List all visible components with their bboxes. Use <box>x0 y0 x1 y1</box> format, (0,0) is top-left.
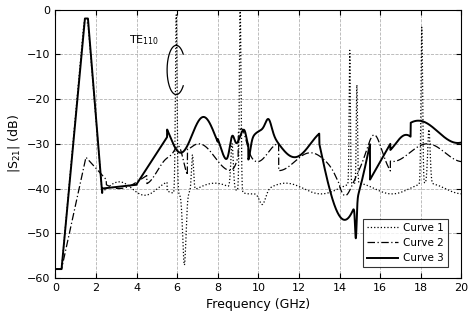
Curve 3 <box>426 123 432 126</box>
Curve 2 <box>446 154 452 158</box>
Line: Curve 3: Curve 3 <box>56 18 461 269</box>
Curve 3 <box>348 213 354 217</box>
Curve 2 <box>426 142 432 146</box>
Curve 1 <box>54 267 59 271</box>
Curve 2 <box>54 267 59 271</box>
Curve 3 <box>224 157 229 161</box>
Curve 1 <box>446 189 452 192</box>
Curve 1 <box>348 143 354 147</box>
Curve 2 <box>238 127 244 131</box>
Curve 2 <box>348 186 354 190</box>
Line: Curve 2: Curve 2 <box>56 129 461 269</box>
Legend: Curve 1, Curve 2, Curve 3: Curve 1, Curve 2, Curve 3 <box>363 219 448 268</box>
Y-axis label: |S$_{21}$| (dB): |S$_{21}$| (dB) <box>6 114 21 173</box>
Curve 1 <box>246 192 252 196</box>
Curve 2 <box>224 168 229 171</box>
Text: TE$_{110}$: TE$_{110}$ <box>128 33 159 47</box>
Curve 2 <box>458 160 464 164</box>
X-axis label: Frequency (GHz): Frequency (GHz) <box>206 298 310 311</box>
Curve 1 <box>227 177 233 181</box>
Curve 2 <box>246 149 252 153</box>
Curve 3 <box>246 156 252 160</box>
Curve 3 <box>458 141 464 145</box>
Curve 1 <box>224 184 229 188</box>
Curve 3 <box>446 139 452 142</box>
Curve 3 <box>54 267 59 271</box>
Curve 3 <box>227 144 233 148</box>
Curve 3 <box>82 16 88 20</box>
Curve 1 <box>237 8 243 11</box>
Curve 1 <box>458 192 464 196</box>
Curve 1 <box>426 128 432 132</box>
Curve 2 <box>227 169 233 172</box>
Line: Curve 1: Curve 1 <box>56 10 461 269</box>
